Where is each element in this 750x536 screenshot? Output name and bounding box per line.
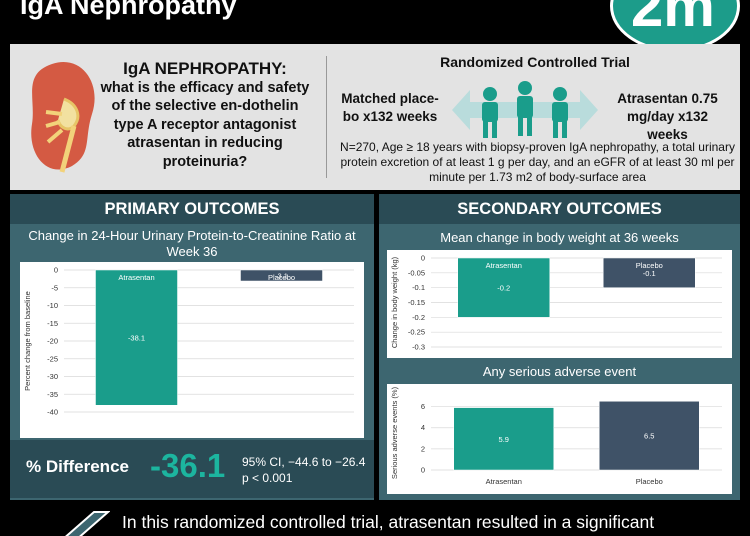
question-title: IgA NEPHROPATHY:: [123, 59, 287, 78]
bar: [457, 257, 550, 318]
question-panel: IgA NEPHROPATHY: what is the efficacy an…: [10, 44, 740, 190]
y-tick-label: -0.3: [412, 343, 425, 352]
y-tick-label: -15: [47, 319, 58, 328]
rct-title: Randomized Controlled Trial: [440, 54, 630, 70]
logo-text: 2m: [631, 0, 715, 39]
y-tick-label: -25: [47, 354, 58, 363]
category-label: Atrasentan: [486, 477, 522, 486]
chart-title-adverse: Any serious adverse event: [482, 364, 637, 379]
difference-bar: % Difference -36.1 95% CI, −44.6 to −26.…: [10, 440, 374, 498]
y-tick-label: -10: [47, 301, 58, 310]
pencil-icon: [65, 511, 110, 536]
question-text: what is the efficacy and safety of the s…: [100, 79, 310, 170]
primary-heading: PRIMARY OUTCOMES: [10, 194, 374, 224]
confidence-interval: 95% CI, −44.6 to −26.4: [242, 455, 366, 469]
y-tick-label: -0.2: [412, 313, 425, 322]
p-value: p < 0.001: [242, 471, 293, 485]
data-label: -0.2: [497, 284, 510, 293]
category-label: Atrasentan: [118, 273, 154, 282]
chart-adverse: Serious adverse events (%) 0 2 4 6 5.9 Atrasen…: [387, 384, 732, 494]
y-tick-label: -0.15: [408, 298, 425, 307]
secondary-outcomes-panel: SECONDARY OUTCOMES Mean change in body w…: [379, 194, 740, 500]
bar: [599, 401, 700, 471]
population-text: N=270, Age ≥ 18 years with biopsy-proven…: [340, 140, 735, 184]
y-tick-label: 0: [421, 254, 425, 263]
data-label: -0.1: [643, 269, 656, 278]
chart-primary: Percent change from baseline 0 -5 -10 -15 -20…: [20, 262, 364, 438]
category-label: Placebo: [636, 261, 663, 270]
conclusion-bar: [46, 505, 740, 536]
y-tick-label: -0.1: [412, 283, 425, 292]
y-tick-label: 0: [421, 466, 425, 475]
chart-title-weight: Mean change in body weight at 36 weeks: [440, 230, 679, 245]
y-tick-label: -35: [47, 390, 58, 399]
bar: [603, 257, 696, 288]
people-arrow-icon: [452, 81, 598, 138]
y-tick-label: -0.05: [408, 268, 425, 277]
data-label: 6.5: [644, 432, 654, 441]
data-label: 5.9: [499, 435, 509, 444]
atrasentan-arm: Atrasentan 0.75 mg/day x132 weeks: [617, 91, 718, 142]
y-axis-label: Percent change from baseline: [23, 291, 32, 391]
secondary-heading: SECONDARY OUTCOMES: [379, 194, 740, 224]
difference-value: -36.1: [150, 447, 226, 484]
bar: [95, 269, 178, 406]
chart-title-primary: Change in 24-Hour Urinary Protein-to-Cre…: [28, 228, 356, 259]
bar: [240, 269, 323, 282]
y-axis-label: Change in body weight (kg): [390, 256, 399, 348]
y-tick-label: -30: [47, 372, 58, 381]
y-tick-label: -0.25: [408, 328, 425, 337]
y-tick-label: -20: [47, 337, 58, 346]
y-axis-label: Serious adverse events (%): [390, 386, 399, 479]
y-tick-label: -5: [51, 283, 58, 292]
category-label: Placebo: [636, 477, 663, 486]
category-label: Atrasentan: [486, 261, 522, 270]
data-label: -38.1: [128, 334, 145, 343]
page-title: IgA Nephropathy: [20, 0, 237, 20]
conclusion-text: In this randomized controlled trial, atr…: [122, 512, 655, 532]
chart-weight: Change in body weight (kg) 0 -0.05 -0.1 -0.1…: [387, 250, 732, 358]
study-question: IgA NEPHROPATHY: what is the efficacy an…: [100, 59, 310, 171]
y-tick-label: -40: [47, 408, 58, 417]
kidney-icon: [31, 62, 95, 173]
chart-primary-svg: Percent change from baseline 0 -5 -10 -15 -20…: [23, 266, 354, 417]
y-tick-label: 0: [54, 266, 58, 275]
y-tick-label: 6: [421, 402, 425, 411]
category-label: Placebo: [268, 273, 295, 282]
difference-label: % Difference: [26, 457, 129, 476]
divider: [326, 56, 327, 178]
placebo-arm: Matched place-bo x132 weeks: [341, 91, 439, 124]
chart-weight-svg: Change in body weight (kg) 0 -0.05 -0.1 -0.1…: [390, 254, 722, 352]
y-tick-label: 2: [421, 444, 425, 453]
data-label: -3.1: [275, 272, 288, 281]
chart-adverse-svg: Serious adverse events (%) 0 2 4 6 5.9 Atrasen…: [390, 386, 722, 486]
bar: [453, 407, 554, 471]
y-tick-label: 4: [421, 423, 425, 432]
difference-ci: 95% CI, −44.6 to −26.4 p < 0.001: [242, 454, 365, 486]
